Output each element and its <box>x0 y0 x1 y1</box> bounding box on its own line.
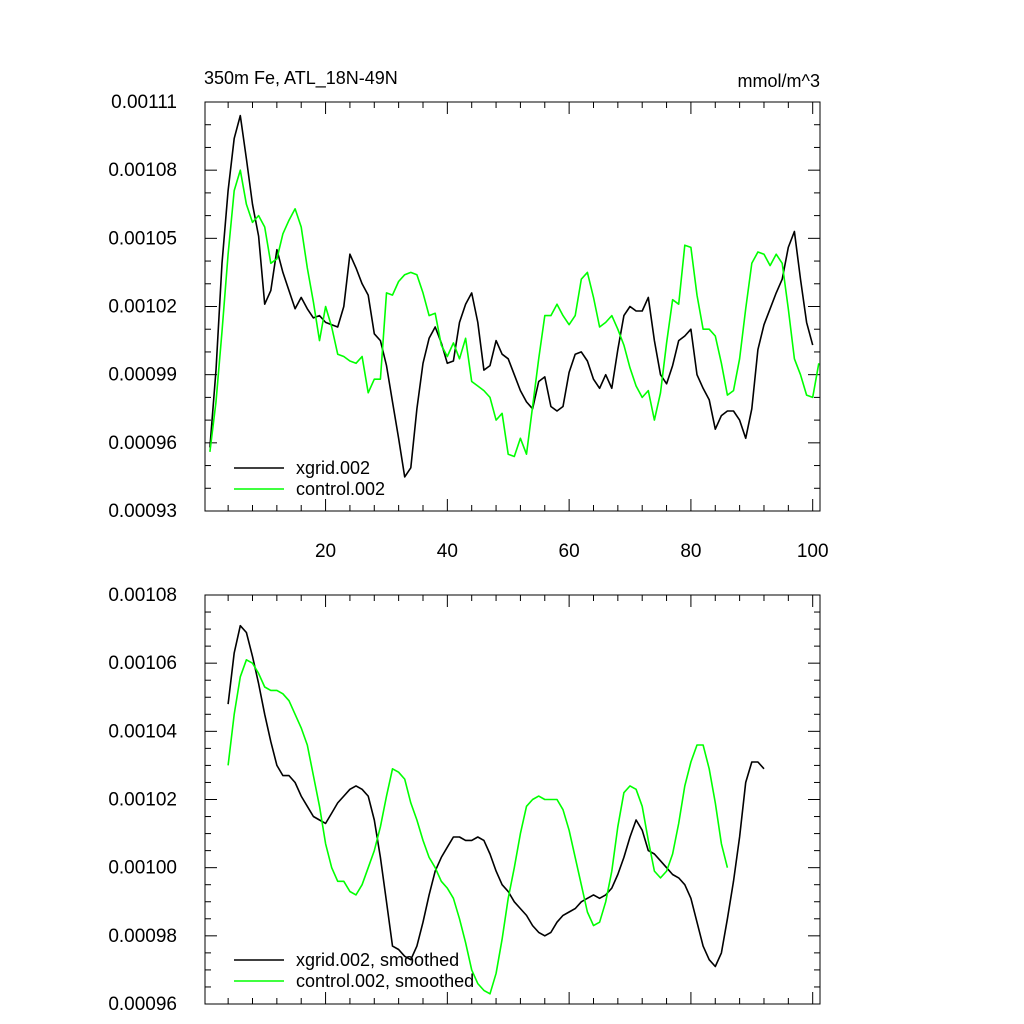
bottom-legend: xgrid.002, smoothed control.002, smoothe… <box>234 950 474 991</box>
y-tick-label: 0.00096 <box>108 994 177 1015</box>
top-legend: xgrid.002 control.002 <box>234 458 385 499</box>
legend-label-xgrid-smoothed: xgrid.002, smoothed <box>296 950 459 970</box>
y-tick-label: 0.00104 <box>108 721 177 742</box>
y-tick-label: 0.00108 <box>108 585 177 606</box>
bottom-ticks: 0.00096 0.00098 0.00100 0.00102 0.00104 0.001… <box>108 585 820 1015</box>
x-tick-label: 20 <box>315 541 336 562</box>
x-tick-label: 80 <box>680 541 701 562</box>
y-tick-label: 0.00093 <box>108 501 177 522</box>
y-tick-label: 0.00099 <box>108 365 177 386</box>
series-line-xgrid-002-smoothed <box>227 624 765 968</box>
x-tick-label: 40 <box>437 541 458 562</box>
legend-label-control-smoothed: control.002, smoothed <box>296 971 474 991</box>
x-tick-label: 100 <box>797 541 829 562</box>
y-tick-label: 0.00102 <box>108 297 177 318</box>
top-plot-frame <box>204 101 821 512</box>
y-tick-label: 0.00098 <box>108 926 177 947</box>
top-chart-title: 350m Fe, ATL_18N-49N <box>204 68 398 89</box>
series-line-control-002 <box>209 169 820 458</box>
y-tick-label: 0.00105 <box>108 228 177 249</box>
top-panel: 350m Fe, ATL_18N-49N mmol/m^3 0.000930.0… <box>108 68 828 562</box>
top-ticks: 0.00093 0.00096 0.00099 0.00102 0.00105 0.001… <box>108 92 828 562</box>
series-line-xgrid-002 <box>209 114 814 478</box>
y-tick-label: 0.00100 <box>108 858 177 879</box>
y-tick-label: 0.00102 <box>108 790 177 811</box>
series-line-control-002-smoothed <box>227 658 729 995</box>
y-tick-label: 0.00111 <box>111 92 177 113</box>
x-tick-label: 60 <box>559 541 580 562</box>
top-series <box>209 114 820 478</box>
top-chart-units: mmol/m^3 <box>738 71 820 91</box>
bottom-plot-frame <box>204 594 821 1005</box>
legend-label-xgrid: xgrid.002 <box>296 458 370 478</box>
bottom-series <box>227 624 765 995</box>
legend-label-control: control.002 <box>296 479 385 499</box>
y-tick-label: 0.00096 <box>108 433 177 454</box>
y-tick-label: 0.00108 <box>108 160 177 181</box>
y-tick-label: 0.00106 <box>108 653 177 674</box>
bottom-panel: 0.00096 0.00098 0.00100 0.00102 0.00104 0.001… <box>108 585 821 1015</box>
